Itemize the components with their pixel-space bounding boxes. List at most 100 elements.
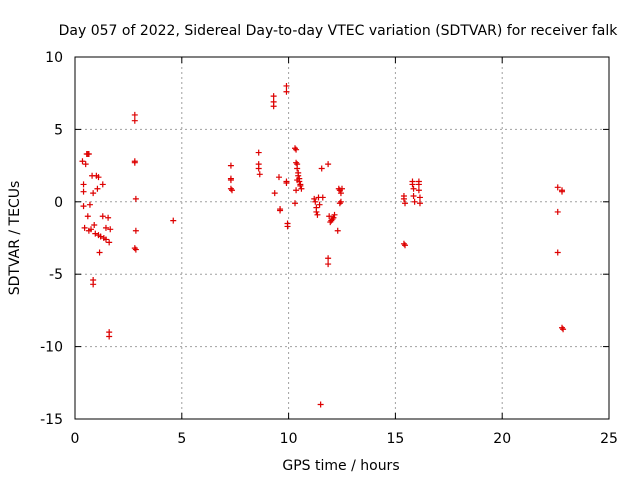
data-point: [97, 233, 104, 240]
data-point: [86, 201, 93, 208]
data-point: [317, 401, 324, 408]
data-point: [416, 194, 423, 201]
data-point: [132, 227, 139, 234]
data-point: [295, 172, 302, 179]
data-point: [85, 151, 92, 158]
data-point: [314, 211, 321, 218]
data-point: [402, 200, 409, 207]
data-point: [131, 111, 138, 118]
data-point: [416, 200, 423, 207]
y-tick-label: 0: [54, 195, 63, 211]
data-point: [326, 213, 333, 220]
data-point: [271, 190, 278, 197]
data-point: [105, 214, 112, 221]
data-point: [293, 146, 300, 153]
data-point: [99, 181, 106, 188]
data-point: [228, 187, 235, 194]
data-point: [411, 198, 418, 205]
data-point: [410, 193, 417, 200]
data-point: [79, 158, 86, 165]
data-point: [91, 221, 98, 228]
y-tick-label: 5: [54, 122, 63, 138]
data-point: [330, 214, 337, 221]
grid-layer: [75, 57, 609, 419]
data-point: [337, 190, 344, 197]
data-point: [275, 174, 282, 181]
y-tick-label: -10: [40, 340, 63, 356]
data-point: [554, 208, 561, 215]
data-point: [294, 165, 301, 172]
data-point: [311, 195, 318, 202]
data-point: [270, 93, 277, 100]
data-point: [334, 227, 341, 234]
data-point: [337, 198, 344, 205]
tick-label-layer: 0 5 10 15 20 25 -15 -10 -5 0 5 10: [40, 50, 618, 447]
data-point: [331, 211, 338, 218]
data-point: [336, 200, 343, 207]
data-point: [560, 326, 567, 333]
data-points: [79, 82, 567, 408]
data-point: [132, 246, 139, 253]
data-point: [554, 249, 561, 256]
data-point: [255, 149, 262, 156]
data-point: [297, 182, 304, 189]
data-point: [312, 198, 319, 205]
data-point: [90, 190, 97, 197]
data-point: [227, 162, 234, 169]
x-tick-label: 20: [493, 431, 511, 447]
data-point: [131, 245, 138, 252]
data-point: [94, 185, 101, 192]
data-point: [131, 117, 138, 124]
data-point: [292, 200, 299, 207]
x-axis-label: GPS time / hours: [282, 458, 399, 474]
data-point: [132, 195, 139, 202]
data-point: [270, 103, 277, 110]
data-point: [88, 226, 95, 233]
data-point: [294, 177, 301, 184]
tick-layer: [74, 56, 610, 420]
data-point: [415, 187, 422, 194]
data-point: [95, 174, 102, 181]
data-point: [96, 249, 103, 256]
chart-title: Day 057 of 2022, Sidereal Day-to-day VTE…: [59, 23, 619, 39]
data-point: [107, 226, 114, 233]
data-point: [283, 179, 290, 186]
data-point: [102, 236, 109, 243]
data-point: [80, 188, 87, 195]
data-point: [227, 185, 234, 192]
x-tick-label: 5: [177, 431, 186, 447]
data-point: [410, 185, 417, 192]
plot-frame: [74, 56, 610, 420]
y-tick-label: 10: [45, 50, 63, 66]
data-point: [339, 185, 345, 192]
data-point: [80, 181, 87, 188]
data-point: [298, 185, 305, 192]
data-point: [84, 213, 91, 220]
data-point: [316, 201, 323, 208]
data-point: [90, 281, 97, 288]
data-point: [99, 213, 106, 220]
x-tick-label: 25: [600, 431, 618, 447]
data-point: [277, 207, 284, 214]
data-point: [255, 165, 262, 172]
data-point: [81, 224, 88, 231]
x-tick-label: 10: [280, 431, 298, 447]
data-point: [325, 161, 332, 168]
data-point: [227, 177, 234, 184]
data-point: [170, 217, 177, 224]
x-tick-label: 0: [71, 431, 80, 447]
data-point: [325, 261, 332, 268]
y-tick-label: -5: [49, 267, 63, 283]
y-tick-label: -15: [40, 412, 63, 428]
data-point: [284, 223, 291, 230]
data-point: [559, 324, 566, 331]
data-point: [131, 159, 138, 166]
data-point: [80, 203, 87, 210]
data-point: [402, 242, 409, 249]
data-point: [293, 159, 300, 166]
data-point: [283, 82, 290, 89]
data-point: [256, 171, 263, 178]
data-point: [293, 187, 300, 194]
data-point: [400, 240, 407, 247]
